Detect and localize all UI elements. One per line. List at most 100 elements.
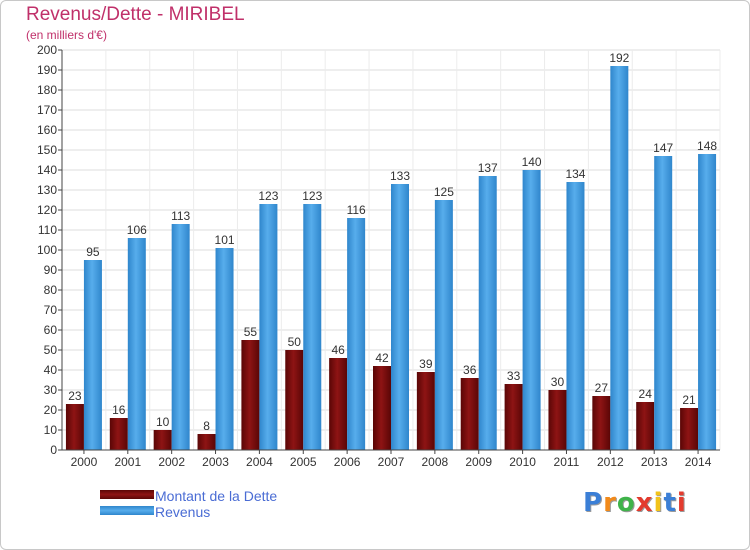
chart-title: Revenus/Dette - MIRIBEL — [26, 4, 245, 25]
data-label-revenus-2007: 133 — [390, 169, 410, 183]
y-tick-label: 190 — [37, 63, 57, 77]
logo-letter: x — [635, 488, 654, 518]
x-tick-label-2008: 2008 — [422, 455, 449, 469]
data-label-revenus-2000: 95 — [86, 245, 100, 259]
bar-dette-2000 — [65, 404, 84, 450]
data-label-revenus-2003: 101 — [215, 233, 235, 247]
logo-letter: t — [663, 488, 677, 518]
y-tick-label: 150 — [37, 143, 57, 157]
bar-dette-2010 — [504, 384, 523, 450]
legend-label-dette: Montant de la Dette — [155, 488, 278, 504]
y-tick-label: 10 — [44, 423, 58, 437]
bar-dette-2014 — [680, 408, 699, 450]
bar-revenus-2007 — [391, 184, 409, 450]
bar-dette-2003 — [197, 434, 216, 450]
data-label-revenus-2014: 148 — [697, 139, 717, 153]
data-label-dette-2007: 42 — [375, 351, 389, 365]
data-label-dette-2004: 55 — [244, 325, 258, 339]
y-tick-label: 110 — [38, 223, 57, 237]
data-label-revenus-2005: 123 — [302, 189, 322, 203]
y-tick-label: 200 — [37, 43, 57, 57]
x-tick-label-2002: 2002 — [158, 455, 185, 469]
data-label-dette-2003: 8 — [203, 419, 210, 433]
data-label-dette-2000: 23 — [68, 389, 82, 403]
bar-dette-2004 — [241, 340, 260, 450]
data-label-dette-2012: 27 — [595, 381, 609, 395]
bar-revenus-2000 — [83, 260, 102, 450]
y-tick-label: 60 — [44, 323, 58, 337]
x-tick-label-2014: 2014 — [685, 455, 712, 469]
x-tick-label-2005: 2005 — [290, 455, 317, 469]
y-tick-label: 70 — [44, 303, 58, 317]
bar-dette-2005 — [285, 350, 304, 450]
y-tick-label: 20 — [44, 403, 58, 417]
y-tick-label: 160 — [37, 123, 57, 137]
data-label-revenus-2009: 137 — [478, 161, 498, 175]
bar-dette-2006 — [329, 358, 348, 450]
bar-revenus-2009 — [478, 176, 497, 450]
bar-dette-2002 — [153, 430, 172, 450]
data-label-revenus-2013: 147 — [653, 141, 673, 155]
y-tick-label: 100 — [37, 243, 57, 257]
x-tick-label-2004: 2004 — [246, 455, 273, 469]
logo-letter: i — [676, 488, 687, 518]
bar-revenus-2006 — [347, 218, 366, 450]
bar-dette-2001 — [109, 418, 128, 450]
bar-dette-2012 — [592, 396, 611, 450]
x-tick-label-2003: 2003 — [202, 455, 229, 469]
data-label-revenus-2008: 125 — [434, 185, 454, 199]
bar-revenus-2003 — [215, 248, 234, 450]
data-label-dette-2010: 33 — [507, 369, 521, 383]
bar-revenus-2005 — [303, 204, 322, 450]
y-tick-label: 180 — [37, 83, 57, 97]
bar-revenus-2001 — [127, 238, 146, 450]
data-label-dette-2014: 21 — [682, 393, 696, 407]
bar-revenus-2004 — [259, 204, 278, 450]
x-tick-label-2006: 2006 — [334, 455, 361, 469]
data-label-dette-2011: 30 — [551, 375, 565, 389]
bar-revenus-2013 — [654, 156, 673, 450]
y-tick-label: 90 — [44, 263, 58, 277]
legend-swatch-dette — [100, 490, 154, 499]
bar-dette-2008 — [416, 372, 435, 450]
bar-dette-2007 — [373, 366, 391, 450]
x-tick-label-2009: 2009 — [465, 455, 492, 469]
bar-revenus-2011 — [566, 182, 585, 450]
y-tick-label: 40 — [44, 363, 58, 377]
proxiti-logo: Proxiti — [583, 488, 687, 518]
data-label-dette-2008: 39 — [419, 357, 433, 371]
chart-subtitle: (en milliers d'€) — [26, 28, 107, 42]
y-tick-label: 30 — [44, 383, 58, 397]
bar-revenus-2014 — [698, 154, 717, 450]
data-label-dette-2005: 50 — [288, 335, 302, 349]
data-label-revenus-2002: 113 — [171, 209, 190, 223]
y-tick-label: 50 — [44, 343, 58, 357]
data-label-dette-2002: 10 — [156, 415, 170, 429]
y-tick-label: 140 — [37, 163, 57, 177]
legend-label-revenus: Revenus — [155, 504, 211, 520]
data-label-revenus-2012: 192 — [609, 51, 629, 65]
y-tick-label: 130 — [37, 183, 57, 197]
logo-letter: r — [603, 488, 617, 518]
data-label-revenus-2004: 123 — [258, 189, 278, 203]
data-label-revenus-2006: 116 — [347, 203, 366, 217]
data-label-revenus-2011: 134 — [565, 167, 585, 181]
data-label-dette-2001: 16 — [112, 403, 126, 417]
x-tick-label-2001: 2001 — [114, 455, 141, 469]
data-label-dette-2009: 36 — [463, 363, 477, 377]
bar-dette-2013 — [636, 402, 655, 450]
x-tick-label-2011: 2011 — [554, 455, 580, 469]
logo-letter: o — [616, 488, 636, 518]
logo-letter: i — [653, 488, 664, 518]
x-tick-label-2007: 2007 — [378, 455, 405, 469]
bar-revenus-2012 — [610, 66, 629, 450]
x-tick-label-2010: 2010 — [509, 455, 536, 469]
x-tick-label-2000: 2000 — [71, 455, 98, 469]
y-tick-label: 0 — [50, 443, 57, 457]
bar-dette-2009 — [460, 378, 479, 450]
data-label-revenus-2010: 140 — [522, 155, 542, 169]
x-tick-label-2012: 2012 — [597, 455, 624, 469]
data-label-dette-2006: 46 — [331, 343, 345, 357]
legend-swatch-revenus — [100, 506, 154, 515]
